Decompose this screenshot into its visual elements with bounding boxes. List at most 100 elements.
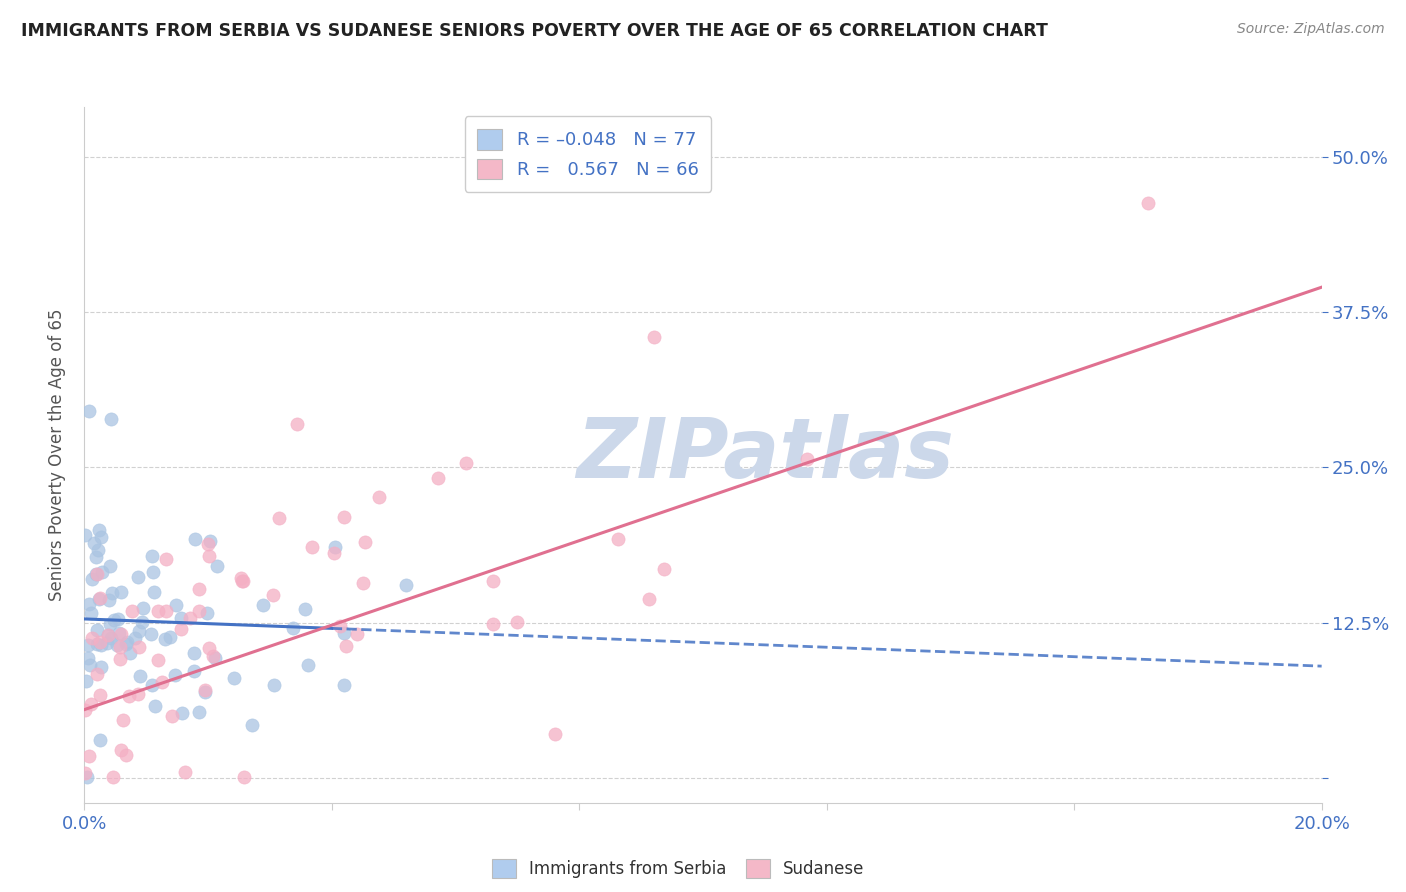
Point — [322, 546, 344, 560]
Point — [263, 678, 285, 692]
Point — [141, 549, 163, 563]
Point — [97, 628, 120, 642]
Point — [142, 565, 165, 579]
Point — [332, 678, 354, 692]
Point — [131, 615, 153, 629]
Point — [132, 601, 155, 615]
Point — [159, 631, 181, 645]
Point — [118, 646, 141, 660]
Y-axis label: Seniors Poverty Over the Age of 65: Seniors Poverty Over the Age of 65 — [48, 309, 66, 601]
Point — [118, 690, 141, 704]
Point — [77, 638, 100, 652]
Point — [100, 632, 122, 646]
Point — [128, 624, 150, 638]
Point — [333, 510, 356, 524]
Point — [333, 626, 356, 640]
Point — [90, 659, 112, 673]
Point — [77, 404, 100, 418]
Point — [188, 604, 211, 618]
Point — [482, 574, 505, 588]
Point — [89, 635, 111, 649]
Point — [240, 718, 263, 732]
Point — [170, 622, 193, 636]
Point — [543, 727, 565, 741]
Point — [188, 582, 211, 596]
Point — [150, 675, 173, 690]
Point — [456, 456, 478, 470]
Point — [139, 627, 162, 641]
Point — [197, 640, 219, 655]
Point — [506, 615, 529, 629]
Point — [231, 574, 253, 589]
Point — [155, 551, 177, 566]
Point — [170, 611, 193, 625]
Point — [796, 451, 818, 466]
Point — [165, 598, 187, 612]
Point — [297, 657, 319, 672]
Point — [637, 592, 659, 607]
Point — [98, 616, 121, 631]
Point — [1137, 195, 1160, 210]
Point — [107, 612, 129, 626]
Point — [184, 533, 207, 547]
Point — [128, 640, 150, 654]
Point — [354, 534, 377, 549]
Point — [352, 575, 374, 590]
Point — [90, 638, 112, 652]
Point — [79, 658, 101, 673]
Point — [110, 584, 132, 599]
Point — [86, 623, 108, 637]
Point — [153, 632, 176, 647]
Point — [108, 640, 131, 654]
Point — [427, 471, 450, 485]
Point — [222, 671, 245, 685]
Point — [323, 540, 346, 554]
Point — [128, 669, 150, 683]
Point — [84, 550, 107, 565]
Point — [294, 601, 316, 615]
Point — [335, 639, 357, 653]
Point — [127, 569, 149, 583]
Point — [205, 558, 228, 573]
Point — [198, 533, 221, 548]
Point — [141, 678, 163, 692]
Point — [101, 770, 124, 784]
Point — [112, 713, 135, 727]
Point — [204, 651, 226, 665]
Point — [173, 765, 195, 780]
Point — [97, 628, 120, 642]
Point — [285, 417, 308, 431]
Point — [127, 688, 149, 702]
Point — [179, 611, 201, 625]
Point — [269, 510, 291, 524]
Point — [96, 636, 118, 650]
Point — [194, 682, 217, 697]
Point — [187, 706, 209, 720]
Point — [75, 765, 97, 780]
Point — [90, 530, 112, 544]
Point — [652, 562, 675, 576]
Point — [75, 703, 97, 717]
Point — [124, 632, 146, 646]
Point — [281, 621, 304, 635]
Point — [155, 604, 177, 618]
Point — [108, 625, 131, 640]
Legend: Immigrants from Serbia, Sudanese: Immigrants from Serbia, Sudanese — [485, 853, 870, 885]
Point — [146, 604, 169, 618]
Point — [89, 591, 111, 606]
Point — [103, 613, 125, 627]
Point — [108, 652, 131, 666]
Point — [301, 540, 323, 554]
Point — [101, 586, 124, 600]
Point — [482, 616, 505, 631]
Point — [73, 528, 96, 542]
Point — [117, 635, 139, 649]
Point — [100, 412, 122, 426]
Point — [233, 770, 256, 784]
Point — [183, 664, 205, 678]
Point — [183, 646, 205, 660]
Point — [89, 592, 111, 607]
Point — [194, 685, 217, 699]
Point — [229, 571, 252, 585]
Point — [115, 637, 138, 651]
